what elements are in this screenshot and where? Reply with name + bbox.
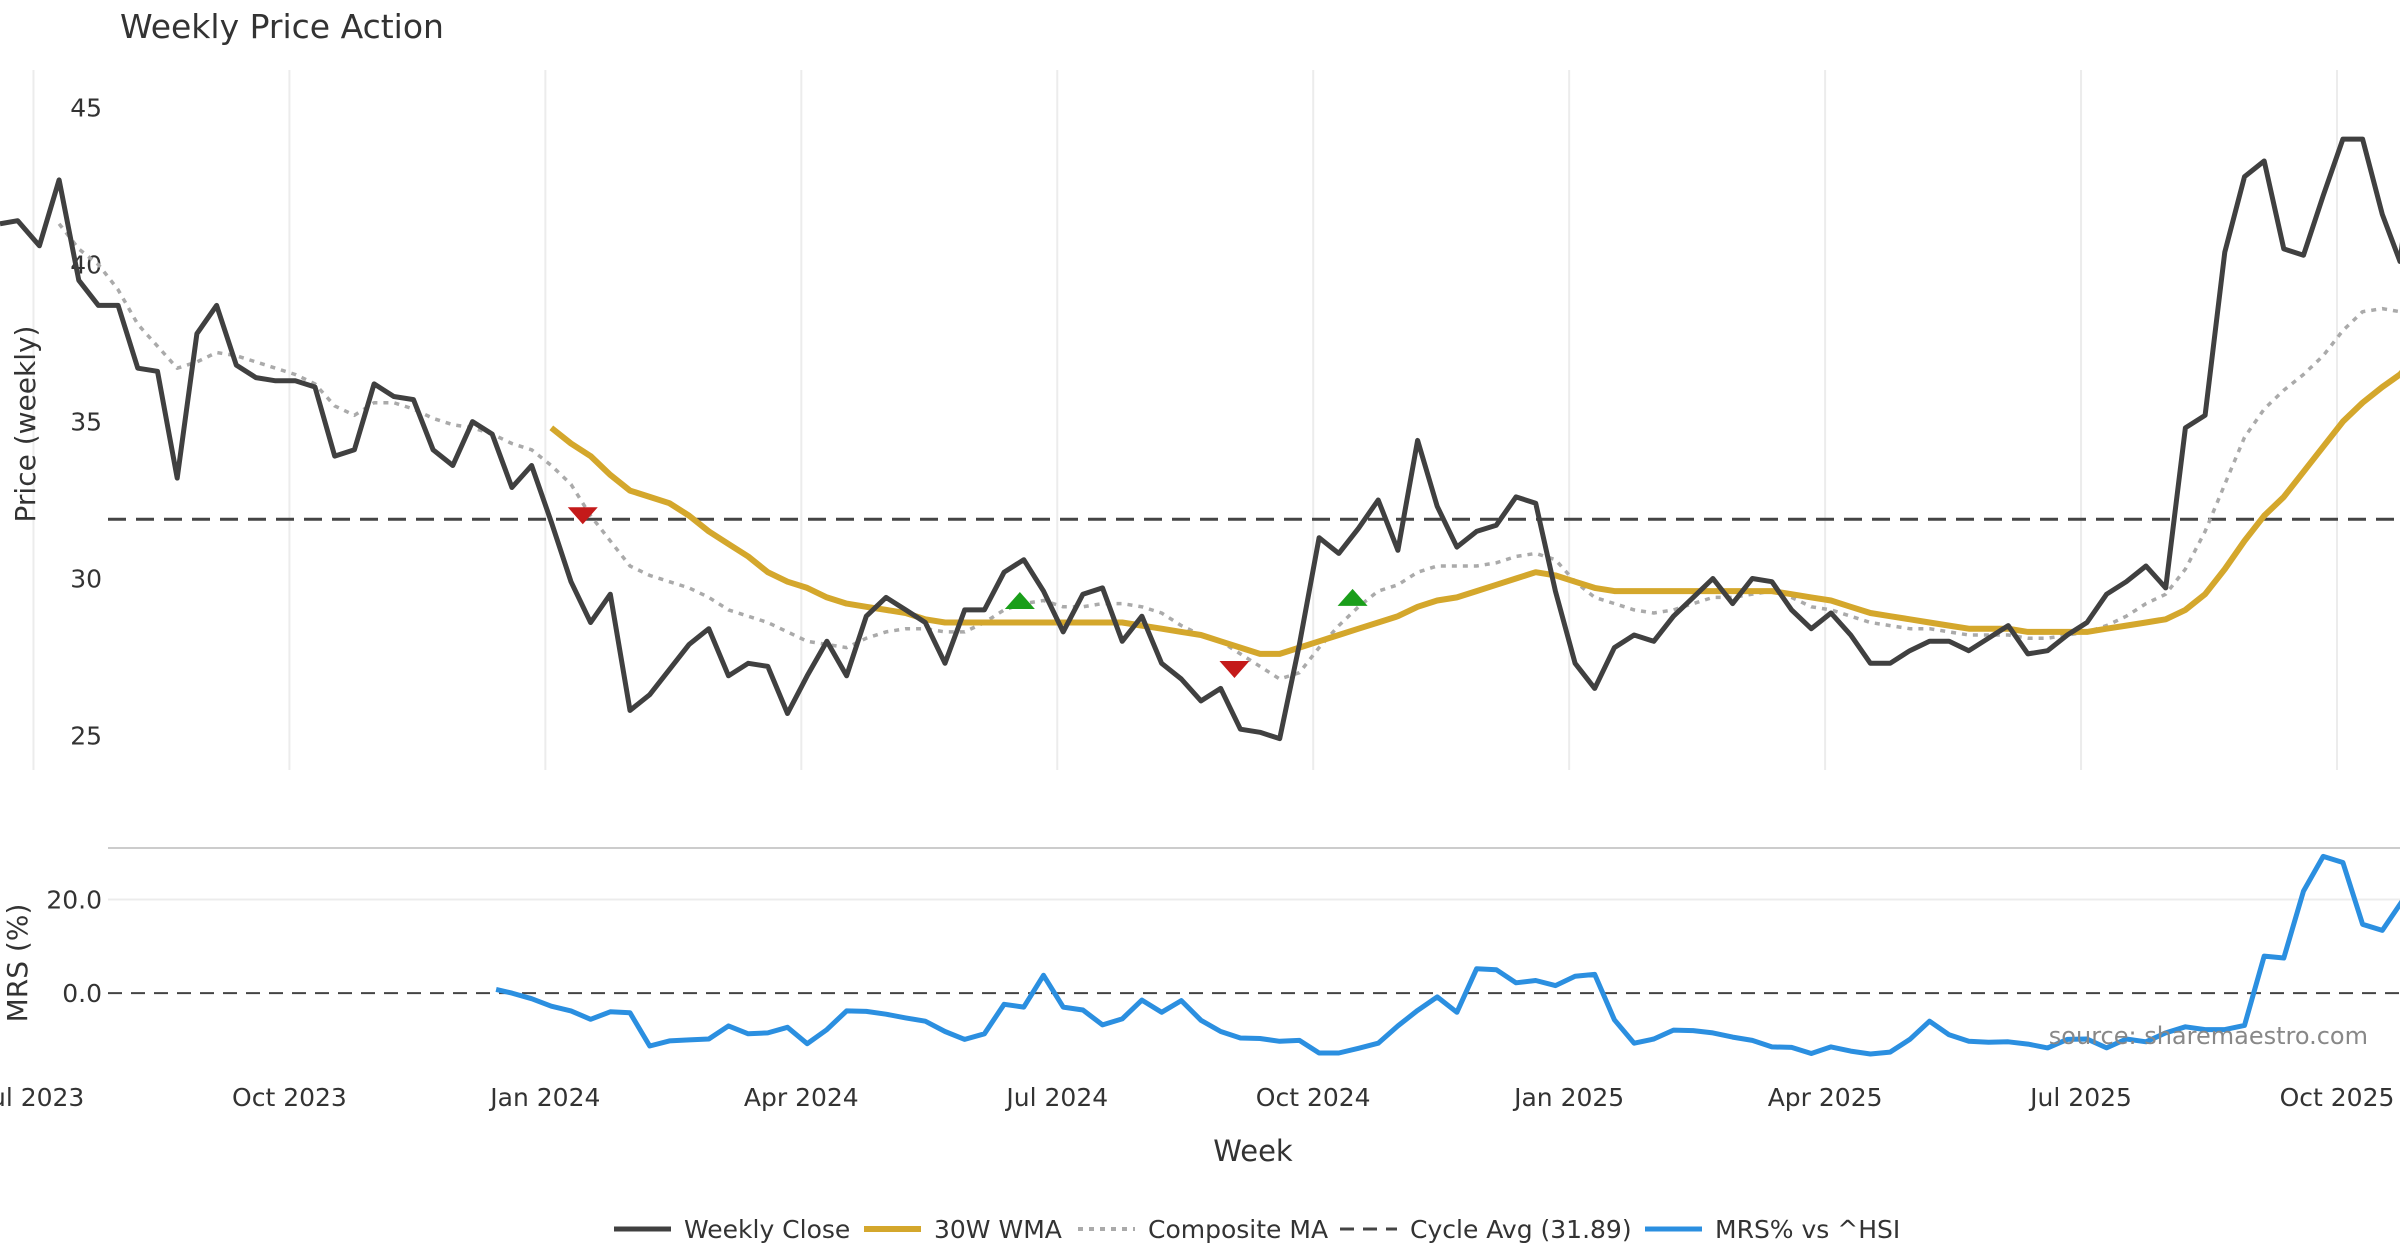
x-tick-label: Jul 2023 — [0, 1083, 84, 1112]
weekly-close-series — [0, 136, 2400, 742]
mrs-y-tick-label: 20.0 — [46, 885, 102, 914]
buy-signal-marker — [1337, 588, 1368, 606]
buy-signal-marker — [1004, 591, 1035, 609]
mrs-y-tick-label: 0.0 — [62, 979, 102, 1008]
x-tick-label: Jan 2024 — [488, 1083, 600, 1112]
x-tick-label: Jan 2025 — [1512, 1083, 1624, 1112]
x-tick-label: Apr 2024 — [744, 1083, 859, 1112]
signal-markers — [567, 507, 1368, 679]
mrs-series — [495, 853, 2400, 1057]
wma-30w-series — [549, 370, 2400, 657]
legend-label-composite: Composite MA — [1148, 1215, 1328, 1244]
source-note: source: sharemaestro.com — [2049, 1022, 2368, 1050]
chart-title: Weekly Price Action — [120, 7, 444, 46]
x-tick-label: Oct 2025 — [2280, 1083, 2395, 1112]
mrs-y-axis-label: MRS (%) — [1, 904, 34, 1023]
x-tick-label: Jul 2024 — [1004, 1083, 1108, 1112]
legend-label-wma: 30W WMA — [934, 1215, 1062, 1244]
x-tick-label: Jul 2025 — [2028, 1083, 2132, 1112]
price-y-tick-label: 35 — [70, 408, 102, 437]
mrs-y-tick-labels: 0.0 20.0 — [46, 885, 102, 1008]
sell-signal-marker — [1219, 661, 1250, 679]
composite-ma-series — [57, 222, 2400, 681]
price-gridlines — [32, 70, 2338, 770]
legend-label-mrs: MRS% vs ^HSI — [1715, 1215, 1900, 1244]
legend-label-close: Weekly Close — [684, 1215, 850, 1244]
price-y-tick-label: 45 — [70, 94, 102, 123]
x-tick-labels: Jul 2023 Oct 2023 Jan 2024 Apr 2024 Jul 2024… — [0, 1083, 2394, 1112]
x-tick-label: Apr 2025 — [1768, 1083, 1883, 1112]
sell-signal-marker — [567, 507, 598, 525]
legend: Weekly Close 30W WMA Composite MA Cycle Avg… — [614, 1215, 1900, 1244]
x-axis-label: Week — [1213, 1134, 1293, 1168]
price-y-tick-label: 30 — [70, 565, 102, 594]
price-y-axis-label: Price (weekly) — [9, 326, 42, 523]
x-tick-label: Oct 2024 — [1256, 1083, 1371, 1112]
x-tick-label: Oct 2023 — [232, 1083, 347, 1112]
price-y-tick-label: 25 — [70, 721, 102, 750]
legend-label-cycle: Cycle Avg (31.89) — [1410, 1215, 1632, 1244]
